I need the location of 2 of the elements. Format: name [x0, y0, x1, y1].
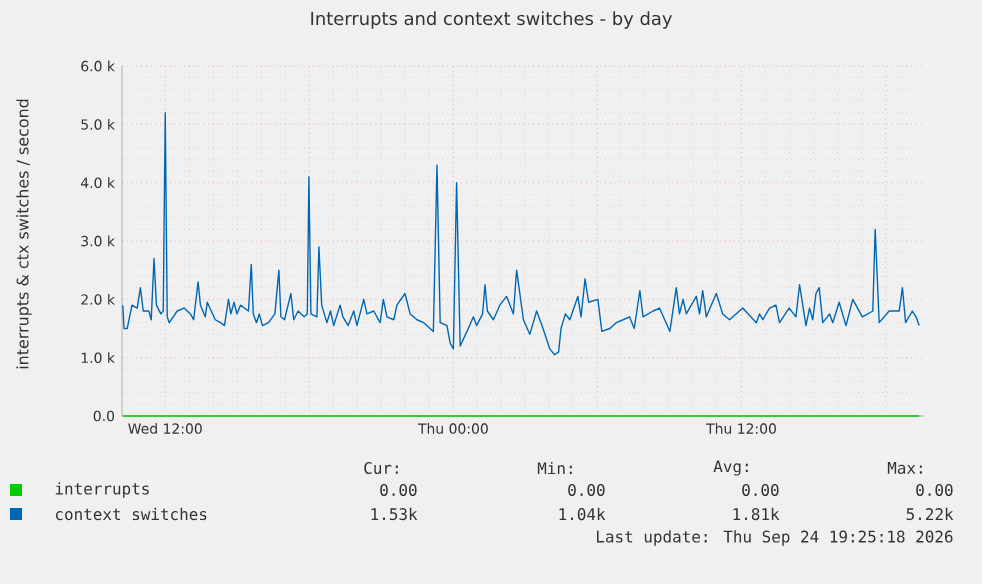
chart-title: Interrupts and context switches - by day [311, 11, 672, 29]
line-series [122, 111, 920, 356]
